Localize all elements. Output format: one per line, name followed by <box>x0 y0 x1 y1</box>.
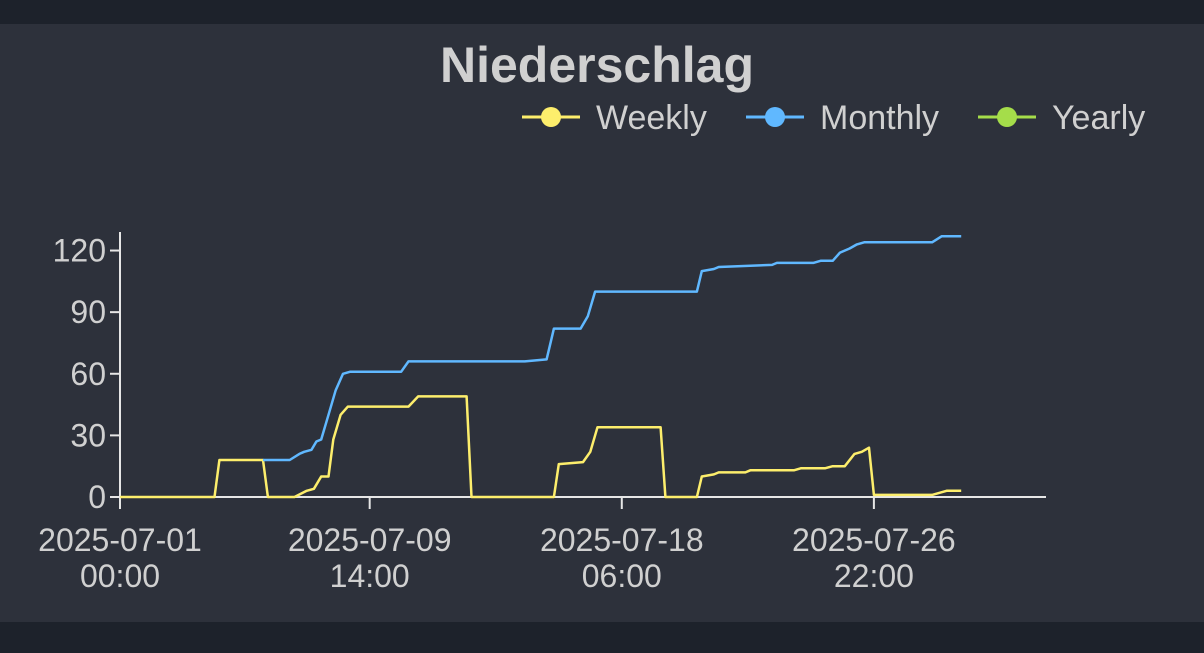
x-tick-label-date: 2025-07-09 <box>288 522 452 558</box>
x-tick-label-date: 2025-07-18 <box>540 522 704 558</box>
legend-item-weekly[interactable]: Weekly <box>522 99 707 137</box>
x-tick-label-time: 00:00 <box>80 558 160 594</box>
legend-label: Weekly <box>596 99 707 137</box>
precipitation-chart: Niederschlag Weekly Monthly Yearly 0 30 60 90… <box>38 37 1145 594</box>
legend-marker <box>997 107 1017 127</box>
legend-marker <box>541 107 561 127</box>
legend-marker <box>765 107 785 127</box>
x-tick-label-time: 22:00 <box>834 558 914 594</box>
y-tick-label: 120 <box>53 233 106 269</box>
chart-legend[interactable]: Weekly Monthly Yearly <box>522 99 1145 137</box>
x-tick-label-time: 14:00 <box>330 558 410 594</box>
series-line-weekly <box>120 395 962 499</box>
chart-panel: Niederschlag Weekly Monthly Yearly 0 30 60 90… <box>0 24 1204 622</box>
y-tick-label: 0 <box>88 479 106 515</box>
x-tick-label-date: 2025-07-26 <box>792 522 956 558</box>
legend-label: Monthly <box>820 99 939 137</box>
y-tick-label: 60 <box>70 356 106 392</box>
y-axis: 0 30 60 90 120 <box>53 232 121 515</box>
legend-item-monthly[interactable]: Monthly <box>746 99 939 137</box>
series-layer <box>120 234 962 499</box>
chart-title: Niederschlag <box>440 37 754 93</box>
legend-item-yearly[interactable]: Yearly <box>978 99 1145 137</box>
y-tick-label: 90 <box>70 294 106 330</box>
x-tick-label-time: 06:00 <box>582 558 662 594</box>
x-tick-label-date: 2025-07-01 <box>38 522 202 558</box>
series-line-monthly <box>263 234 962 462</box>
legend-label: Yearly <box>1052 99 1145 137</box>
y-tick-label: 30 <box>70 417 106 453</box>
